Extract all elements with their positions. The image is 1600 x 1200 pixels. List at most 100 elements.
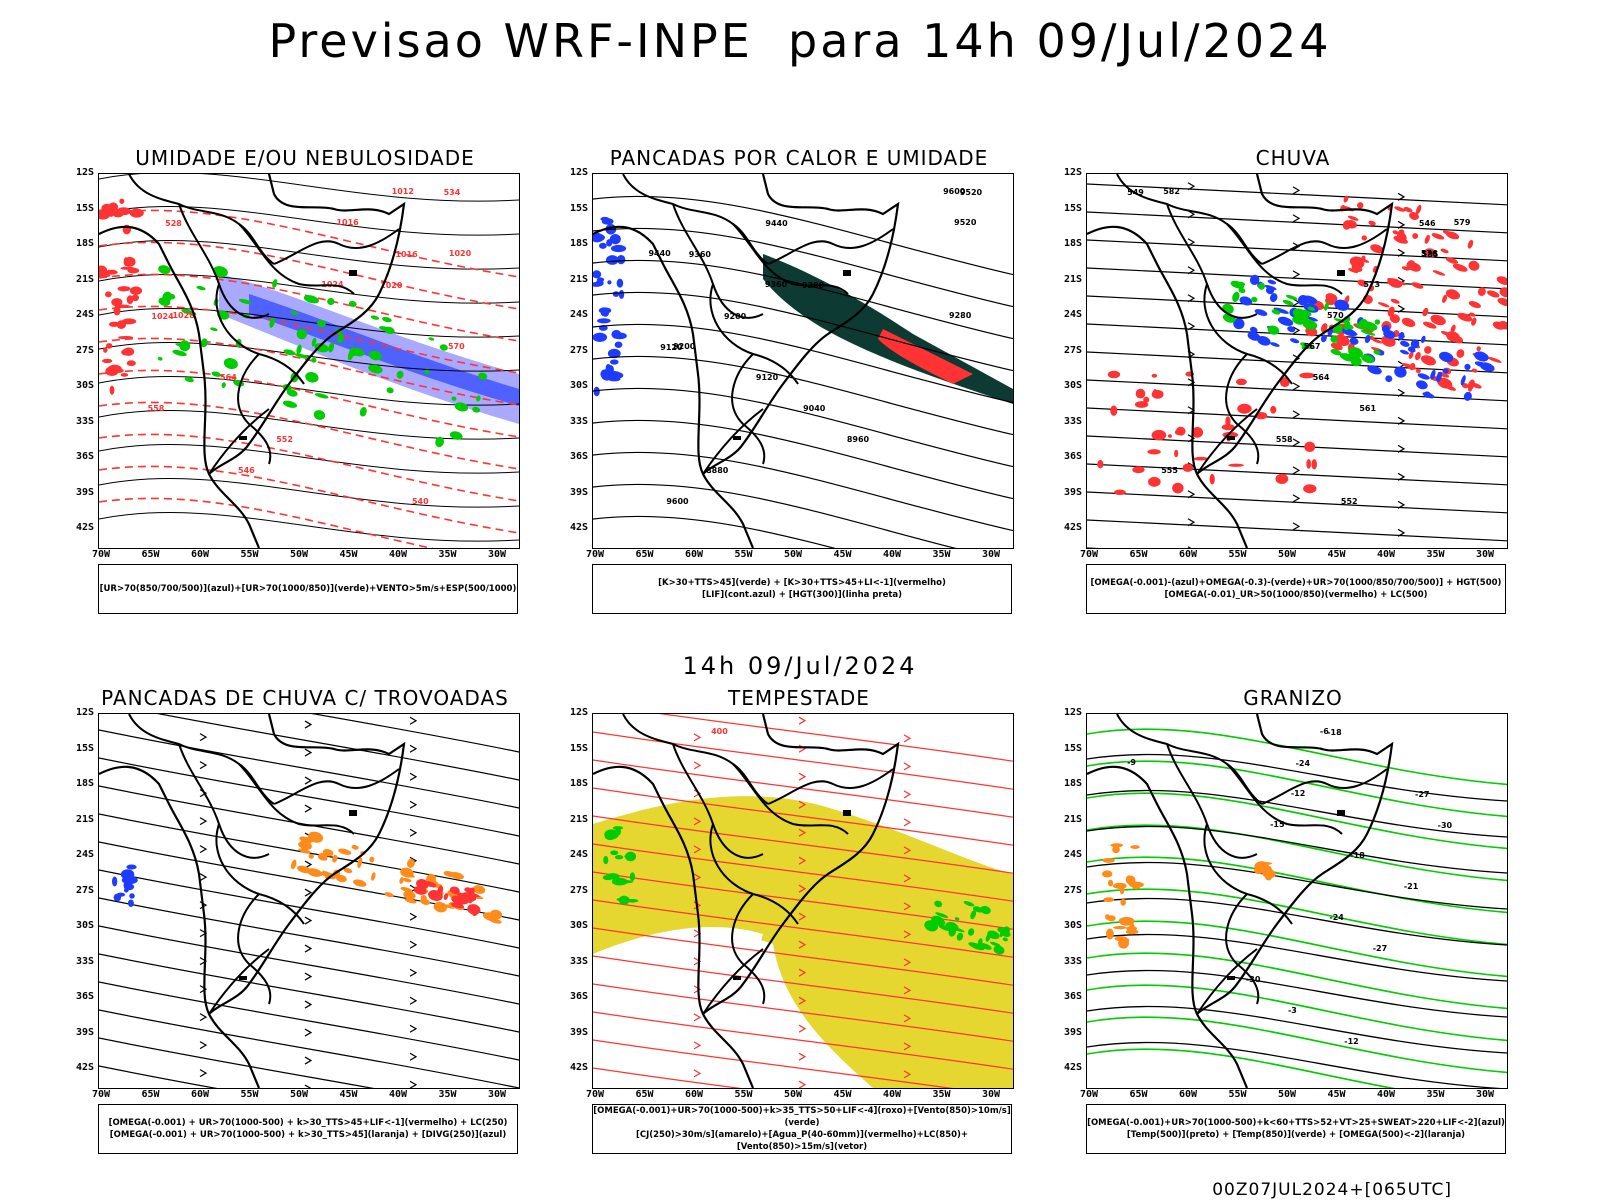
contour-label: -30	[1438, 821, 1453, 830]
lat-label: 30S	[569, 380, 588, 391]
mid-title: 14h 09/Jul/2024	[682, 652, 918, 680]
contour-label: -18	[1327, 728, 1342, 737]
lat-label: 15S	[75, 742, 94, 754]
map-chuva: 582 579 576 573 570 567 564 561 558 555 552 549 546 5…	[1086, 173, 1508, 549]
lon-label: 40W	[388, 1089, 408, 1100]
lat-label: 42S	[75, 522, 94, 533]
lon-label: 50W	[289, 1089, 309, 1100]
lat-label: 24S	[75, 309, 94, 320]
lat-label: 30S	[1063, 920, 1082, 931]
contour-label: 567	[1304, 342, 1321, 351]
lat-label: 27S	[1063, 344, 1082, 356]
contour-label: 9360	[765, 280, 788, 289]
lat-label: 33S	[1063, 415, 1082, 427]
contour-label: -24	[1329, 913, 1344, 922]
lat-label: 27S	[569, 884, 588, 896]
lat-label: 15S	[1063, 742, 1082, 754]
lon-label: 60W	[1178, 1089, 1198, 1100]
lon-label: 65W	[635, 1089, 654, 1100]
panel-legend: [OMEGA(-0.001) + UR>70(1000-500) + k>30_…	[98, 1104, 518, 1154]
contour-label: 534	[444, 188, 461, 197]
lat-label: 27S	[75, 884, 94, 896]
lat-label: 36S	[569, 451, 588, 462]
contour-label: 570	[448, 342, 465, 351]
lat-label: 33S	[569, 955, 588, 967]
lat-label: 30S	[1063, 380, 1082, 391]
main-title: Previsao WRF-INPE para 14h 09/Jul/2024	[268, 14, 1332, 68]
contour-label: 400	[711, 727, 728, 736]
lat-label: 30S	[75, 920, 94, 931]
lat-label: 39S	[1063, 1026, 1082, 1038]
lon-label: 60W	[684, 549, 704, 560]
lat-label: 18S	[75, 238, 94, 249]
lat-label: 21S	[75, 273, 94, 285]
contour-label: -27	[1373, 944, 1387, 953]
lon-label: 45W	[833, 1089, 852, 1100]
lat-label: 42S	[569, 1062, 588, 1073]
lon-label: 30W	[1475, 549, 1495, 560]
lon-label: 40W	[1376, 1089, 1396, 1100]
contour-label: 9200	[673, 342, 696, 351]
contour-label: 552	[1341, 497, 1358, 506]
contour-label: 1012	[392, 187, 414, 196]
map-pancadas-calor: 9600 9520 9440 9360 9280 9200 9120 9040 8960 8880…	[592, 173, 1014, 549]
lon-label: 50W	[289, 549, 309, 560]
lon-label: 40W	[388, 549, 408, 560]
lat-label: 36S	[569, 991, 588, 1002]
legend-line: [OMEGA(-0.001)+UR>70(1000-500)+k>35_TTS>…	[593, 1106, 1011, 1128]
contour-label: 552	[276, 435, 293, 444]
lat-label: 21S	[569, 813, 588, 825]
contour-label: 561	[1359, 404, 1376, 413]
lon-label: 35W	[932, 549, 951, 560]
contour-label: -30	[1246, 975, 1261, 984]
lat-label: 15S	[569, 202, 588, 214]
panel-title: PANCADAS POR CALOR E UMIDADE	[609, 146, 989, 170]
lon-label: 45W	[339, 549, 358, 560]
lat-label: 27S	[569, 344, 588, 356]
contour-label: -9	[1127, 758, 1136, 767]
contour-label: 1016	[395, 250, 418, 259]
contour-label: 579	[1454, 218, 1471, 227]
contour-label: -3	[1288, 1006, 1297, 1015]
contour-label: 9440	[765, 219, 788, 228]
lon-label: 40W	[882, 549, 902, 560]
contour-label: 1028	[172, 311, 195, 320]
contour-label: 528	[165, 219, 182, 228]
contour-label: 546	[1419, 219, 1436, 228]
legend-line: [OMEGA(-0.01)_UR>50(1000/850)(vermelho) …	[1164, 590, 1428, 600]
lat-label: 42S	[75, 1062, 94, 1073]
contour-label: 564	[220, 373, 237, 382]
map-trovoadas	[98, 713, 520, 1089]
contour-label: 1020	[380, 281, 403, 290]
lat-label: 39S	[75, 1026, 94, 1038]
lat-label: 15S	[75, 202, 94, 214]
panel-legend: [UR>70(850/700/500)](azul)+[UR>70(1000/8…	[98, 564, 518, 614]
contour-label: -21	[1404, 882, 1419, 891]
contour-label: 9120	[756, 373, 779, 382]
panel-title: UMIDADE E/OU NEBULOSIDADE	[135, 146, 475, 170]
lat-label: 24S	[1063, 849, 1082, 860]
panel-pancadas-calor: PANCADAS POR CALOR E UMIDADE 12S 15S 18S 21S…	[494, 146, 1014, 646]
lat-label: 15S	[569, 742, 588, 754]
lat-label: 24S	[75, 849, 94, 860]
legend-line: [K>30+TTS>45](verde) + [K>30+TTS>45+LI<-…	[658, 578, 946, 588]
contour-label: 555	[1161, 466, 1178, 475]
contour-label: 9120	[660, 343, 683, 352]
contour-label: 8960	[847, 435, 870, 444]
lat-label: 27S	[1063, 884, 1082, 896]
lat-label: 18S	[1063, 238, 1082, 249]
lat-label: 36S	[1063, 451, 1082, 462]
panel-title: PANCADAS DE CHUVA C/ TROVOADAS	[101, 686, 509, 710]
contour-label: 9440	[648, 249, 671, 258]
lon-label: 65W	[635, 549, 654, 560]
lat-label: 39S	[569, 486, 588, 498]
contour-label: -18	[1350, 851, 1365, 860]
lon-label: 70W	[585, 1089, 605, 1100]
lon-label: 60W	[1178, 549, 1198, 560]
legend-line: [OMEGA(-0.001) + UR>70(1000-500) + k>30_…	[108, 1118, 508, 1128]
contour-label: -24	[1296, 759, 1311, 768]
lon-label: 70W	[91, 549, 111, 560]
lon-label: 60W	[684, 1089, 704, 1100]
contour-label: 564	[1313, 373, 1330, 382]
lon-label: 65W	[1129, 549, 1148, 560]
